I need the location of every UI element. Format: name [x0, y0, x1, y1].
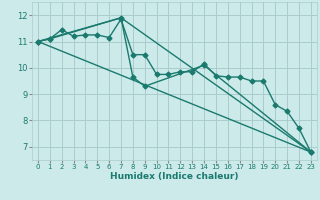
X-axis label: Humidex (Indice chaleur): Humidex (Indice chaleur) — [110, 172, 239, 181]
